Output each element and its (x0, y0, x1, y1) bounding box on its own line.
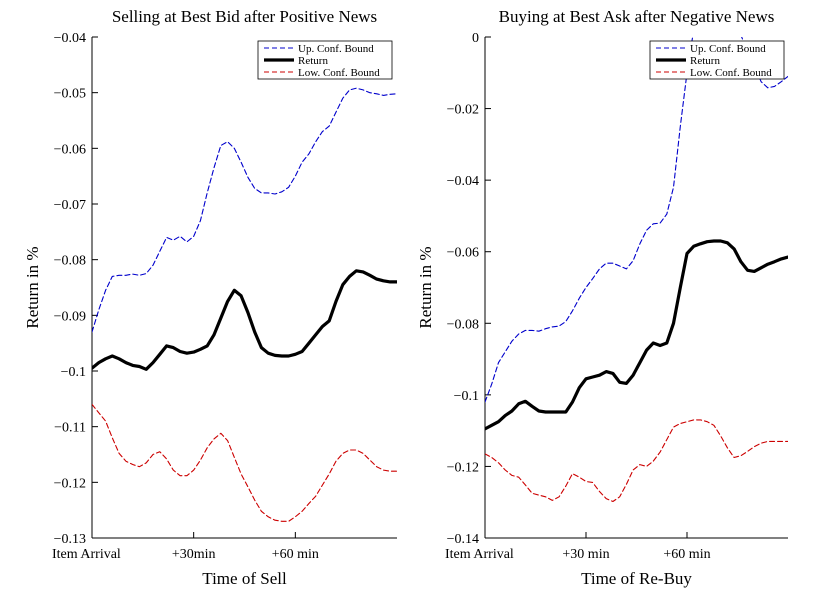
legend-label: Low. Conf. Bound (298, 67, 380, 79)
return-line (92, 269, 397, 371)
return-line (485, 239, 788, 431)
y-tick-label: −0.02 (447, 103, 479, 118)
y-tick-label: −0.08 (447, 317, 479, 332)
x-tick-label: +30 min (562, 547, 609, 562)
legend-label: Return (690, 55, 720, 67)
panel-buying-at-best-ask: Buying at Best Ask after Negative News 0 −… (416, 7, 788, 588)
y-tick-label: −0.07 (54, 198, 86, 213)
y-tick-label: 0 (472, 31, 479, 46)
y-tick-label: −0.11 (54, 421, 86, 436)
y-tick-label: −0.04 (54, 31, 86, 46)
legend-label: Low. Conf. Bound (690, 67, 772, 79)
legend-label: Up. Conf. Bound (690, 43, 766, 55)
legend-label: Return (298, 55, 328, 67)
y-tick-label: −0.06 (54, 142, 86, 157)
y-tick-label: −0.1 (454, 389, 479, 404)
y-axis-label: Return in % (416, 246, 435, 328)
y-tick-label: −0.12 (54, 476, 86, 491)
panel-selling-at-best-bid: Selling at Best Bid after Positive News −… (23, 7, 397, 588)
y-tick-label: −0.05 (54, 87, 86, 102)
x-axis-label: Time of Sell (202, 569, 287, 588)
series-group (485, 37, 788, 503)
y-tick-label: −0.09 (54, 309, 86, 324)
y-tick-label: −0.04 (447, 174, 479, 189)
y-tick-label: −0.1 (61, 365, 86, 380)
x-tick-label: +30min (172, 547, 216, 562)
upper-conf-bound-line (485, 37, 788, 403)
x-tick-label: Item Arrival (445, 547, 514, 562)
y-tick-label: −0.13 (54, 532, 86, 547)
legend-label: Up. Conf. Bound (298, 43, 374, 55)
x-axis-label: Time of Re-Buy (581, 569, 692, 588)
upper-conf-bound-line (92, 87, 397, 333)
x-tick-label: +60 min (272, 547, 319, 562)
y-tick-label: −0.06 (447, 246, 479, 261)
x-tick-label: +60 min (663, 547, 710, 562)
y-axis-label: Return in % (23, 246, 42, 328)
y-tick-label: −0.08 (54, 254, 86, 269)
x-tick-label: Item Arrival (52, 547, 121, 562)
y-tick-label: −0.14 (447, 532, 479, 547)
legend-box (649, 40, 785, 80)
chart-title: Buying at Best Ask after Negative News (499, 7, 775, 26)
lower-conf-bound-line (485, 419, 788, 503)
series-group (92, 87, 397, 522)
chart-title: Selling at Best Bid after Positive News (112, 7, 377, 26)
y-tick-label: −0.12 (447, 460, 479, 475)
lower-conf-bound-line (92, 403, 397, 522)
